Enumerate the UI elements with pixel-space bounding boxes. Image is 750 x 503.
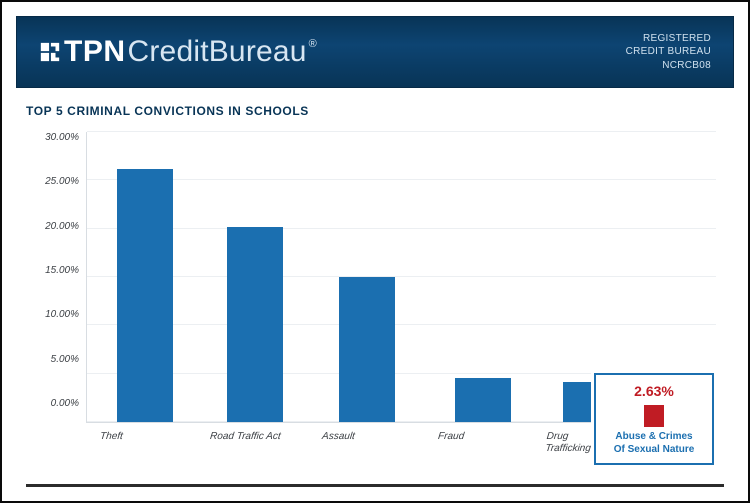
y-axis-tick-label: 20.00%	[27, 221, 79, 237]
y-axis-tick-label: 0.00%	[27, 398, 79, 446]
x-axis-tick-label: Assault	[321, 431, 412, 443]
chart-area: 0.00%5.00%10.00%15.00%20.00%25.00%30.00%…	[26, 132, 724, 471]
bar	[227, 227, 283, 422]
brand-name-light: CreditBureau	[128, 35, 307, 69]
callout-bar-icon	[644, 405, 664, 427]
brand-logo: TPN CreditBureau ®	[39, 35, 315, 69]
registration-line: NCRCB08	[626, 59, 711, 73]
y-axis-tick-label: 25.00%	[27, 176, 79, 184]
gridline	[87, 324, 716, 325]
brand-logomark-icon	[39, 41, 61, 63]
gridline	[87, 131, 716, 132]
registration-info: REGISTERED CREDIT BUREAU NCRCB08	[626, 32, 711, 73]
infographic-frame: TPN CreditBureau ® REGISTERED CREDIT BUR…	[0, 0, 750, 503]
gridline	[87, 179, 716, 180]
y-axis-tick-label: 10.00%	[27, 309, 79, 341]
callout-value: 2.63%	[596, 383, 712, 399]
registration-line: REGISTERED	[626, 32, 711, 46]
y-axis-tick-label: 5.00%	[27, 354, 79, 394]
registered-mark: ®	[309, 38, 317, 50]
y-axis-tick-label: 15.00%	[27, 265, 79, 289]
bar	[117, 169, 173, 422]
gridline	[87, 228, 716, 229]
chart-title: TOP 5 CRIMINAL CONVICTIONS IN SCHOOLS	[26, 104, 309, 118]
bottom-gutter	[26, 484, 724, 487]
brand-name-bold: TPN	[64, 35, 126, 69]
gridline	[87, 276, 716, 277]
x-axis-tick-label: Road Traffic Act	[209, 431, 300, 443]
highlight-callout: 2.63% Abuse & Crimes Of Sexual Nature	[594, 373, 714, 465]
brand-header: TPN CreditBureau ® REGISTERED CREDIT BUR…	[16, 16, 734, 88]
x-axis-tick-label: Fraud	[437, 431, 528, 443]
bar	[339, 277, 395, 422]
x-axis-tick-label: Theft	[99, 431, 190, 443]
bar	[455, 378, 511, 422]
callout-label: Abuse & Crimes Of Sexual Nature	[596, 431, 712, 456]
registration-line: CREDIT BUREAU	[626, 45, 711, 59]
